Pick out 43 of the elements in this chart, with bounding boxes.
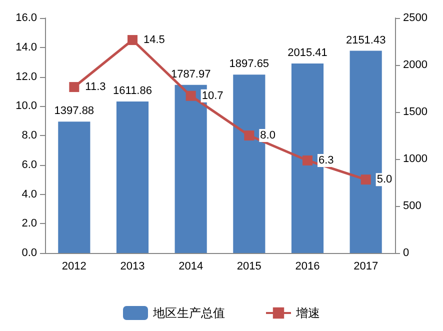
y2-tick-label: 2500 <box>403 12 428 24</box>
y-tick-label: 10.0 <box>16 100 37 112</box>
y-tick-label: 6.0 <box>22 158 37 171</box>
y-tick-label: 14.0 <box>16 41 37 54</box>
y2-tick-label: 2000 <box>403 59 428 71</box>
x-tick-label: 2016 <box>295 260 320 272</box>
data-label: 10.7 <box>202 90 224 102</box>
y-tick-label: 8.0 <box>22 130 37 142</box>
y-tick-label: 12.0 <box>16 70 37 83</box>
x-tick-label: 2017 <box>354 260 378 272</box>
y-tick-label: 4.0 <box>22 188 37 200</box>
legend-label: 地区生产总值 <box>152 306 225 320</box>
data-label: 11.3 <box>85 81 106 94</box>
x-tick-label: 2013 <box>120 260 145 272</box>
data-label: 6.3 <box>318 154 334 166</box>
point <box>186 90 196 101</box>
bar <box>116 101 149 253</box>
y-tick-label: 0.0 <box>22 247 37 259</box>
y2-tick-label: 1500 <box>403 106 428 118</box>
y-tick-label: 2.0 <box>22 218 37 230</box>
y2-tick-label: 0 <box>403 247 410 259</box>
point <box>69 82 80 92</box>
x-tick-label: 2014 <box>178 260 204 272</box>
data-label: 2151.43 <box>346 34 386 46</box>
data-label: 8.0 <box>260 130 276 142</box>
data-label: 5.0 <box>376 174 392 186</box>
legend-label: 增速 <box>295 306 320 320</box>
x-tick-label: 2012 <box>62 260 86 272</box>
data-label: 1897.65 <box>229 58 270 70</box>
data-label: 14.5 <box>144 34 165 46</box>
data-label: 1611.86 <box>113 84 152 97</box>
point <box>302 155 312 166</box>
y2-tick-label: 1000 <box>403 153 428 165</box>
y2-tick-label: 500 <box>403 200 422 212</box>
y-tick-label: 16.0 <box>16 12 37 24</box>
data-label: 1397.88 <box>54 105 94 118</box>
data-label: 2015.41 <box>288 47 328 60</box>
x-tick-label: 2015 <box>236 260 262 272</box>
point <box>244 130 254 140</box>
bar <box>58 122 90 253</box>
point <box>128 35 138 46</box>
point <box>360 174 371 185</box>
data-label: 1787.97 <box>170 68 211 80</box>
